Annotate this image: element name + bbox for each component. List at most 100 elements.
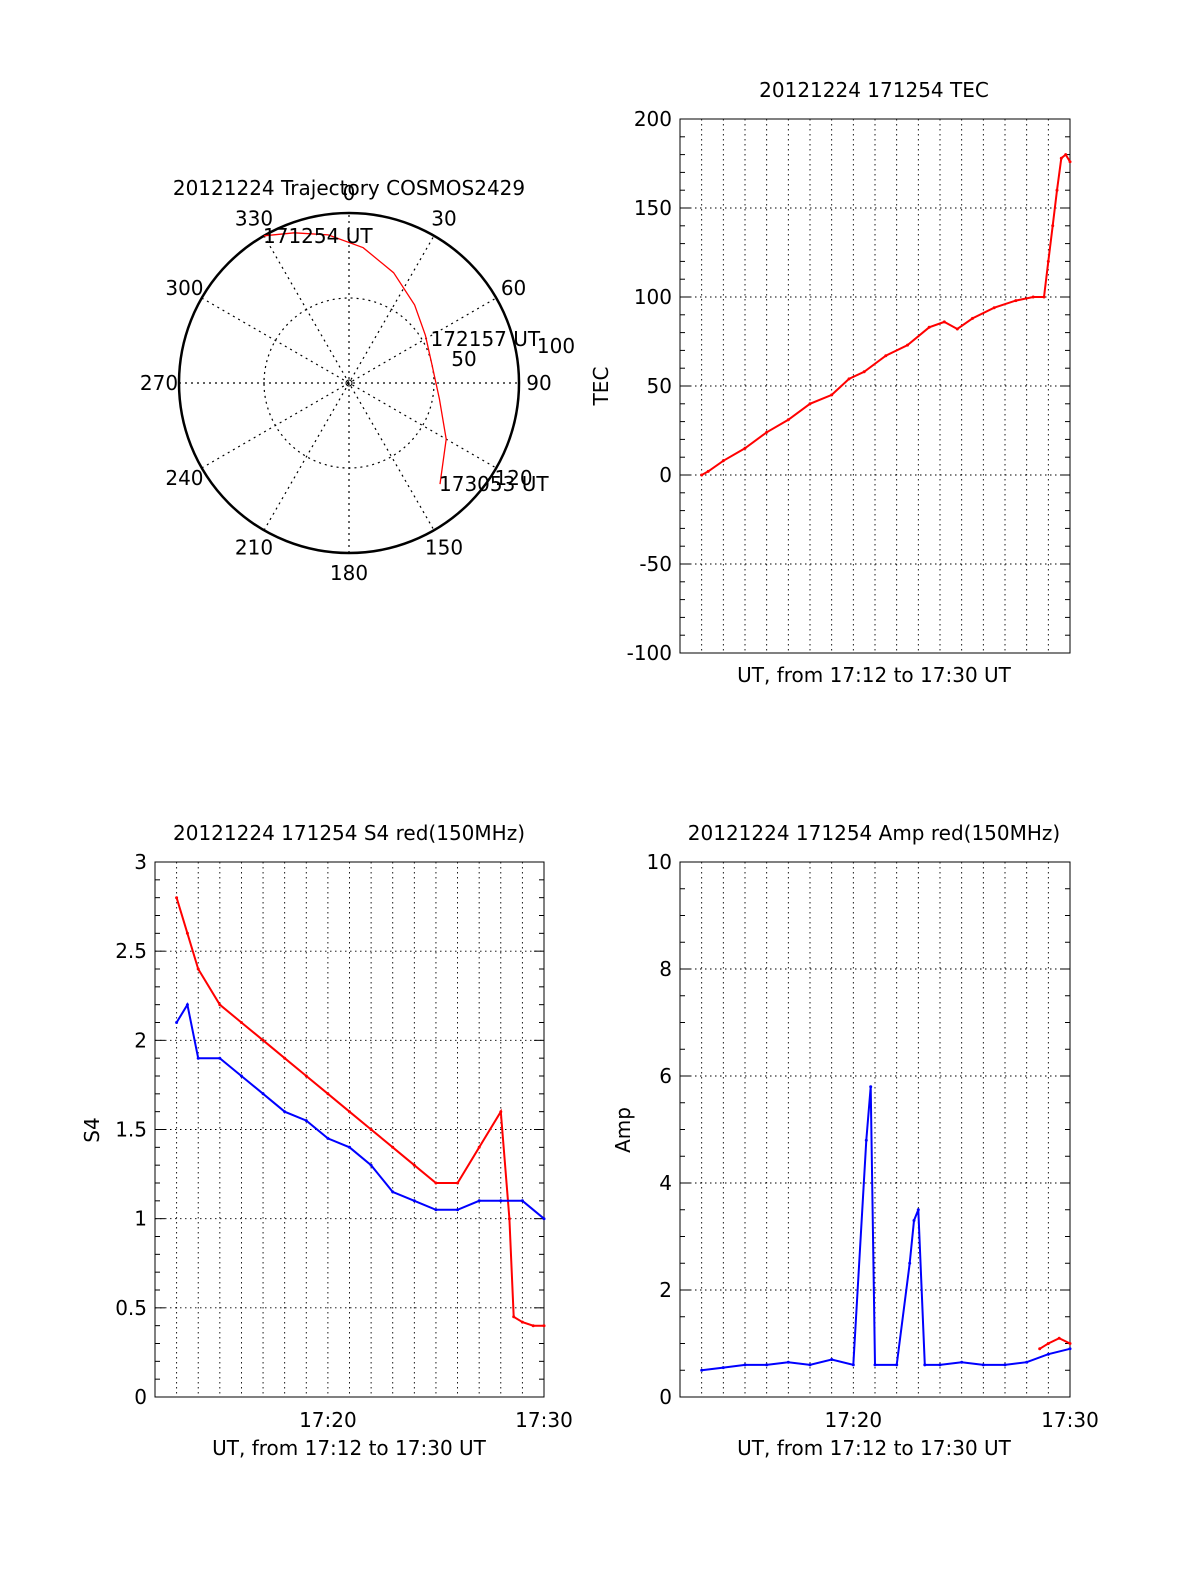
amp-ticks: 0 2 4 6 8 10 17:20 17:30 xyxy=(647,850,1099,1432)
data-point xyxy=(706,469,710,473)
y-tick-label: 0.5 xyxy=(115,1296,147,1320)
polar-spoke xyxy=(263,235,435,531)
y-tick-label: 2 xyxy=(659,1278,672,1302)
data-point xyxy=(348,1110,351,1114)
tec-ylabel: TEC xyxy=(589,367,613,407)
polar-angle-label: 90 xyxy=(526,371,551,395)
data-point xyxy=(1014,299,1018,303)
s4-series xyxy=(175,896,546,1328)
data-point xyxy=(1055,188,1059,192)
data-point xyxy=(434,1208,438,1212)
data-point xyxy=(326,1136,330,1140)
data-point xyxy=(542,1324,546,1328)
data-point xyxy=(391,1145,395,1149)
trajectory-point-label: 171254 UT xyxy=(263,224,373,248)
tec-title: 20121224 171254 TEC xyxy=(759,78,989,102)
trajectory-point-label: 173053 UT xyxy=(439,472,549,496)
data-point xyxy=(239,1074,243,1078)
y-tick-label: 150 xyxy=(634,196,672,220)
y-tick-label: 3 xyxy=(134,850,147,874)
data-point xyxy=(1046,1352,1050,1356)
data-point xyxy=(456,1208,460,1212)
polar-angle-labels: 0 30 60 90 120 150 180 210 240 270 300 330 xyxy=(140,181,552,585)
data-point xyxy=(261,1092,265,1096)
y-tick-label: 1 xyxy=(134,1207,147,1231)
amp-ylabel: Amp xyxy=(611,1107,635,1153)
amp-xlabel: UT, from 17:12 to 17:30 UT xyxy=(737,1436,1012,1460)
data-point xyxy=(1046,1342,1050,1345)
series-line xyxy=(175,897,544,1327)
y-tick-label: 0 xyxy=(659,1385,672,1409)
data-point xyxy=(862,370,866,374)
data-point xyxy=(499,1110,503,1114)
series-line xyxy=(1039,1337,1071,1350)
y-tick-label: 6 xyxy=(659,1064,672,1088)
y-tick-label: 1.5 xyxy=(115,1118,147,1142)
data-point xyxy=(830,1358,834,1361)
s4-ylabel: S4 xyxy=(80,1117,104,1142)
data-point xyxy=(477,1199,481,1203)
tec-panel: 20121224 171254 TEC -100-50050100150200 … xyxy=(589,78,1072,687)
x-tick-label: 17:20 xyxy=(299,1408,357,1432)
data-point xyxy=(700,473,704,477)
data-point xyxy=(1059,156,1063,160)
polar-angle-label: 0 xyxy=(343,181,356,205)
data-point xyxy=(261,1038,265,1042)
polar-angle-label: 330 xyxy=(235,206,273,230)
data-point xyxy=(283,1110,287,1114)
data-point xyxy=(1003,1363,1007,1367)
data-point xyxy=(765,430,769,434)
data-point xyxy=(938,1363,942,1367)
y-tick-label: 0 xyxy=(134,1385,147,1409)
data-point xyxy=(196,967,200,971)
data-point xyxy=(927,325,931,329)
data-point xyxy=(923,1363,927,1367)
data-point xyxy=(499,1199,503,1203)
data-point xyxy=(412,1199,416,1203)
data-point xyxy=(864,1138,868,1142)
data-point xyxy=(1068,1347,1072,1351)
polar-angle-label: 270 xyxy=(140,371,178,395)
series-line xyxy=(175,1001,545,1220)
data-point xyxy=(765,1363,769,1367)
y-tick-label: -50 xyxy=(639,552,672,576)
data-point xyxy=(906,343,909,347)
data-point xyxy=(326,1092,330,1096)
data-point xyxy=(955,327,959,331)
data-point xyxy=(520,1199,524,1203)
data-point xyxy=(520,1320,524,1324)
polar-angle-label: 300 xyxy=(165,276,203,300)
data-point xyxy=(1068,1342,1072,1345)
data-point xyxy=(348,1145,351,1149)
data-point xyxy=(786,1360,790,1364)
data-point xyxy=(971,316,974,320)
data-point xyxy=(786,418,790,422)
data-point xyxy=(175,1021,179,1024)
x-tick-label: 17:20 xyxy=(825,1408,883,1432)
data-point xyxy=(721,459,725,463)
data-point xyxy=(1042,295,1046,299)
polar-angle-label: 60 xyxy=(501,276,526,300)
data-point xyxy=(1051,224,1055,228)
data-point xyxy=(869,1085,873,1089)
series-line xyxy=(701,153,1071,476)
s4-xlabel: UT, from 17:12 to 17:30 UT xyxy=(212,1436,487,1460)
x-tick-label: 17:30 xyxy=(1041,1408,1099,1432)
series-line xyxy=(701,1086,1071,1372)
tec-grid xyxy=(680,119,1070,653)
data-point xyxy=(992,306,996,310)
trajectory-polar-panel: 20121224 Trajectory COSMOS2429 0 30 60 90 12… xyxy=(140,176,575,585)
data-point xyxy=(512,1315,516,1319)
data-point xyxy=(830,393,834,397)
data-point xyxy=(369,1163,373,1167)
amp-series xyxy=(700,1085,1072,1372)
data-point xyxy=(391,1190,395,1194)
y-tick-label: -100 xyxy=(627,641,672,665)
data-point xyxy=(916,1208,920,1212)
data-point xyxy=(1057,1336,1061,1340)
data-point xyxy=(412,1163,416,1167)
data-point xyxy=(196,1056,200,1060)
data-point xyxy=(218,1056,222,1060)
data-point xyxy=(1038,1347,1042,1351)
polar-grid xyxy=(177,211,521,555)
